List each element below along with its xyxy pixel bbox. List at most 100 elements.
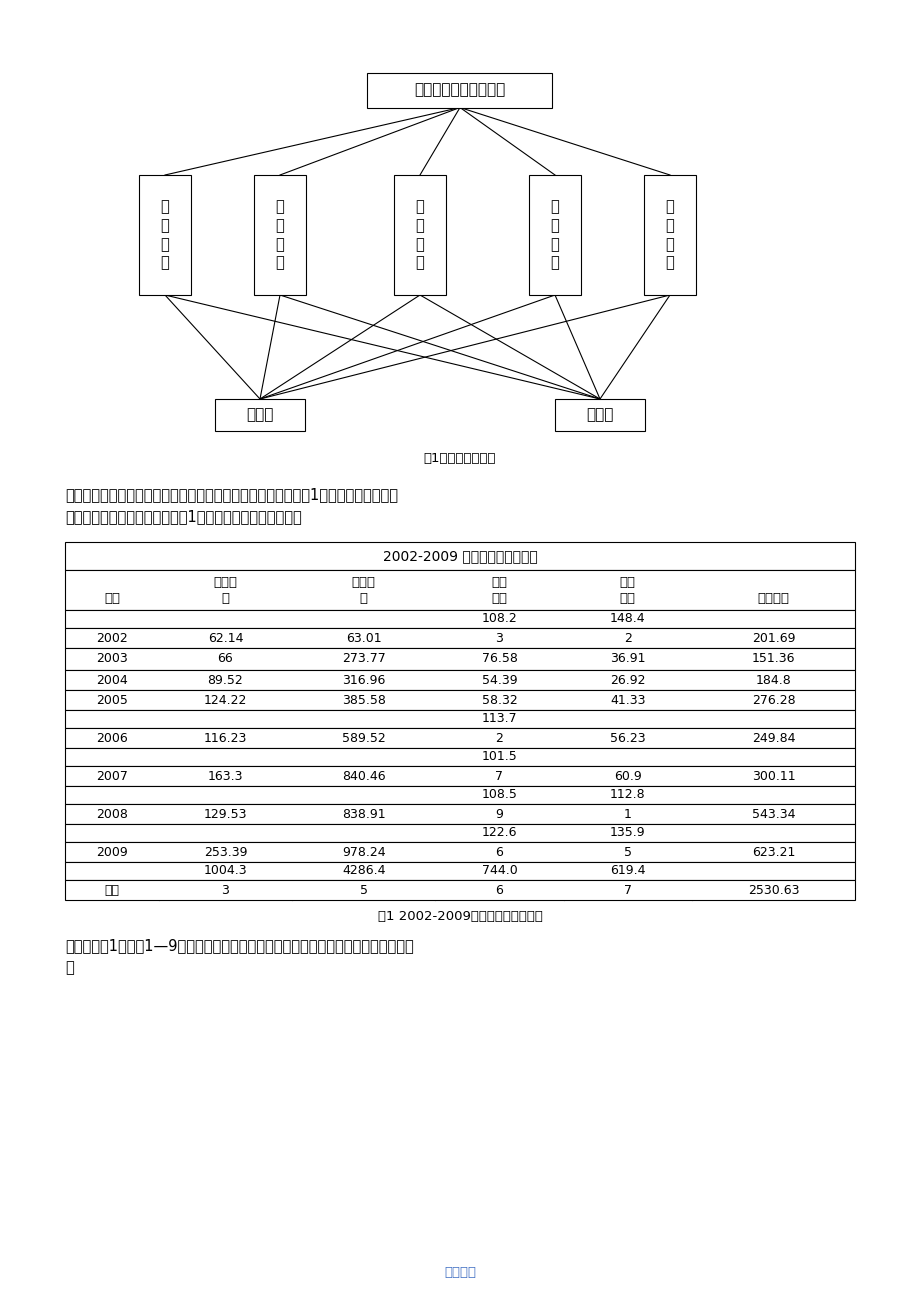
Text: 们对原始数据进行处理，得到表1的相关数据，如下表所示：: 们对原始数据进行处理，得到表1的相关数据，如下表所示： — [65, 509, 301, 523]
Bar — [65, 671, 854, 690]
Text: 5: 5 — [359, 884, 368, 897]
Text: 公
用
设
施: 公 用 设 施 — [550, 199, 559, 271]
Text: 62.14: 62.14 — [208, 631, 243, 644]
Text: 184.8: 184.8 — [754, 673, 790, 686]
Text: 2002-2009 城市基础设施投资额: 2002-2009 城市基础设施投资额 — [382, 549, 537, 562]
Text: 邮
电
通
信: 邮 电 通 信 — [415, 199, 424, 271]
Text: 2007: 2007 — [96, 769, 128, 783]
Text: 76.58: 76.58 — [481, 652, 516, 665]
Text: 交
通
运
输: 交 通 运 输 — [276, 199, 284, 271]
Text: 56.23: 56.23 — [609, 732, 645, 745]
Text: 276.28: 276.28 — [751, 694, 795, 707]
Text: 邮电: 邮电 — [491, 575, 507, 589]
Text: 101.5: 101.5 — [482, 750, 516, 763]
Text: 6: 6 — [495, 884, 503, 897]
Bar — [367, 73, 552, 108]
Bar — [65, 880, 854, 900]
Text: 249.84: 249.84 — [751, 732, 794, 745]
Text: 2004: 2004 — [96, 673, 128, 686]
Text: 第二步：构造成对比较阵。我们结合上海统计年鉴（见附录1）中的相关数据，我: 第二步：构造成对比较阵。我们结合上海统计年鉴（见附录1）中的相关数据，我 — [65, 487, 398, 503]
Text: 市政建设: 市政建设 — [756, 592, 789, 605]
Text: 精选文档: 精选文档 — [444, 1266, 475, 1279]
Bar — [65, 842, 854, 862]
Text: 54.39: 54.39 — [482, 673, 516, 686]
Text: 6: 6 — [495, 845, 503, 858]
Text: 1: 1 — [623, 807, 631, 820]
Text: 135.9: 135.9 — [609, 827, 645, 840]
Text: 619.4: 619.4 — [609, 865, 645, 878]
Text: 通信: 通信 — [491, 592, 507, 605]
Text: 41.33: 41.33 — [609, 694, 645, 707]
Text: 表1 2002-2009城市基础设施投资额: 表1 2002-2009城市基础设施投资额 — [377, 910, 542, 923]
Bar — [65, 824, 854, 842]
Bar — [65, 611, 854, 628]
Bar — [528, 174, 581, 296]
Text: 744.0: 744.0 — [482, 865, 516, 878]
Text: 2: 2 — [623, 631, 631, 644]
Text: 3: 3 — [495, 631, 503, 644]
Text: 273.77: 273.77 — [342, 652, 385, 665]
Text: 结合表1，运用1—9尺度得到电力建设、交通运输、邮电建设、共用设施、市政建: 结合表1，运用1—9尺度得到电力建设、交通运输、邮电建设、共用设施、市政建 — [65, 937, 414, 953]
Text: 2003: 2003 — [96, 652, 128, 665]
Text: 60.9: 60.9 — [613, 769, 641, 783]
Text: 2002: 2002 — [96, 631, 128, 644]
Bar — [393, 174, 446, 296]
Text: 122.6: 122.6 — [482, 827, 516, 840]
Bar — [65, 648, 854, 671]
Text: 1004.3: 1004.3 — [203, 865, 247, 878]
Text: 图1层次分析结构图: 图1层次分析结构图 — [424, 453, 495, 466]
Text: 交通运: 交通运 — [351, 575, 375, 589]
Text: 838.91: 838.91 — [342, 807, 385, 820]
Bar — [65, 570, 854, 611]
Bar — [215, 398, 305, 431]
Bar — [65, 628, 854, 648]
Text: 2: 2 — [495, 732, 503, 745]
Bar — [65, 766, 854, 786]
Bar — [554, 398, 644, 431]
Text: 66: 66 — [218, 652, 233, 665]
Text: 合计: 合计 — [104, 884, 119, 897]
Text: 输: 输 — [359, 592, 368, 605]
Text: 电力建: 电力建 — [213, 575, 237, 589]
Bar — [643, 174, 696, 296]
Text: 112.8: 112.8 — [609, 789, 645, 802]
Text: 26.92: 26.92 — [609, 673, 645, 686]
Bar — [254, 174, 306, 296]
Bar — [65, 805, 854, 824]
Text: 2530.63: 2530.63 — [747, 884, 799, 897]
Bar — [65, 542, 854, 570]
Text: 无世博: 无世博 — [246, 408, 273, 423]
Text: 385.58: 385.58 — [342, 694, 385, 707]
Bar — [65, 690, 854, 710]
Text: 108.2: 108.2 — [482, 612, 516, 625]
Text: 116.23: 116.23 — [204, 732, 247, 745]
Text: 253.39: 253.39 — [203, 845, 247, 858]
Bar — [65, 710, 854, 728]
Text: 151.36: 151.36 — [751, 652, 794, 665]
Text: 148.4: 148.4 — [609, 612, 645, 625]
Text: 2006: 2006 — [96, 732, 128, 745]
Text: 113.7: 113.7 — [482, 712, 516, 725]
Text: 978.24: 978.24 — [342, 845, 385, 858]
Text: 623.21: 623.21 — [751, 845, 794, 858]
Text: 电
力
建
设: 电 力 建 设 — [161, 199, 169, 271]
Text: 7: 7 — [623, 884, 631, 897]
Text: 有世博: 有世博 — [585, 408, 613, 423]
Text: 事业: 事业 — [619, 592, 635, 605]
Text: 201.69: 201.69 — [751, 631, 794, 644]
Text: 129.53: 129.53 — [203, 807, 247, 820]
Text: 2008: 2008 — [96, 807, 128, 820]
Text: 108.5: 108.5 — [481, 789, 516, 802]
Text: 58.32: 58.32 — [482, 694, 516, 707]
Text: 36.91: 36.91 — [609, 652, 645, 665]
Text: 5: 5 — [623, 845, 631, 858]
Text: 年份: 年份 — [104, 592, 119, 605]
Bar — [139, 174, 191, 296]
Text: 世博对市政建设的影响: 世博对市政建设的影响 — [414, 82, 505, 98]
Text: 840.46: 840.46 — [342, 769, 385, 783]
Text: 公用: 公用 — [619, 575, 635, 589]
Bar — [65, 862, 854, 880]
Bar — [65, 728, 854, 749]
Text: 163.3: 163.3 — [208, 769, 243, 783]
Text: 设: 设 — [221, 592, 229, 605]
